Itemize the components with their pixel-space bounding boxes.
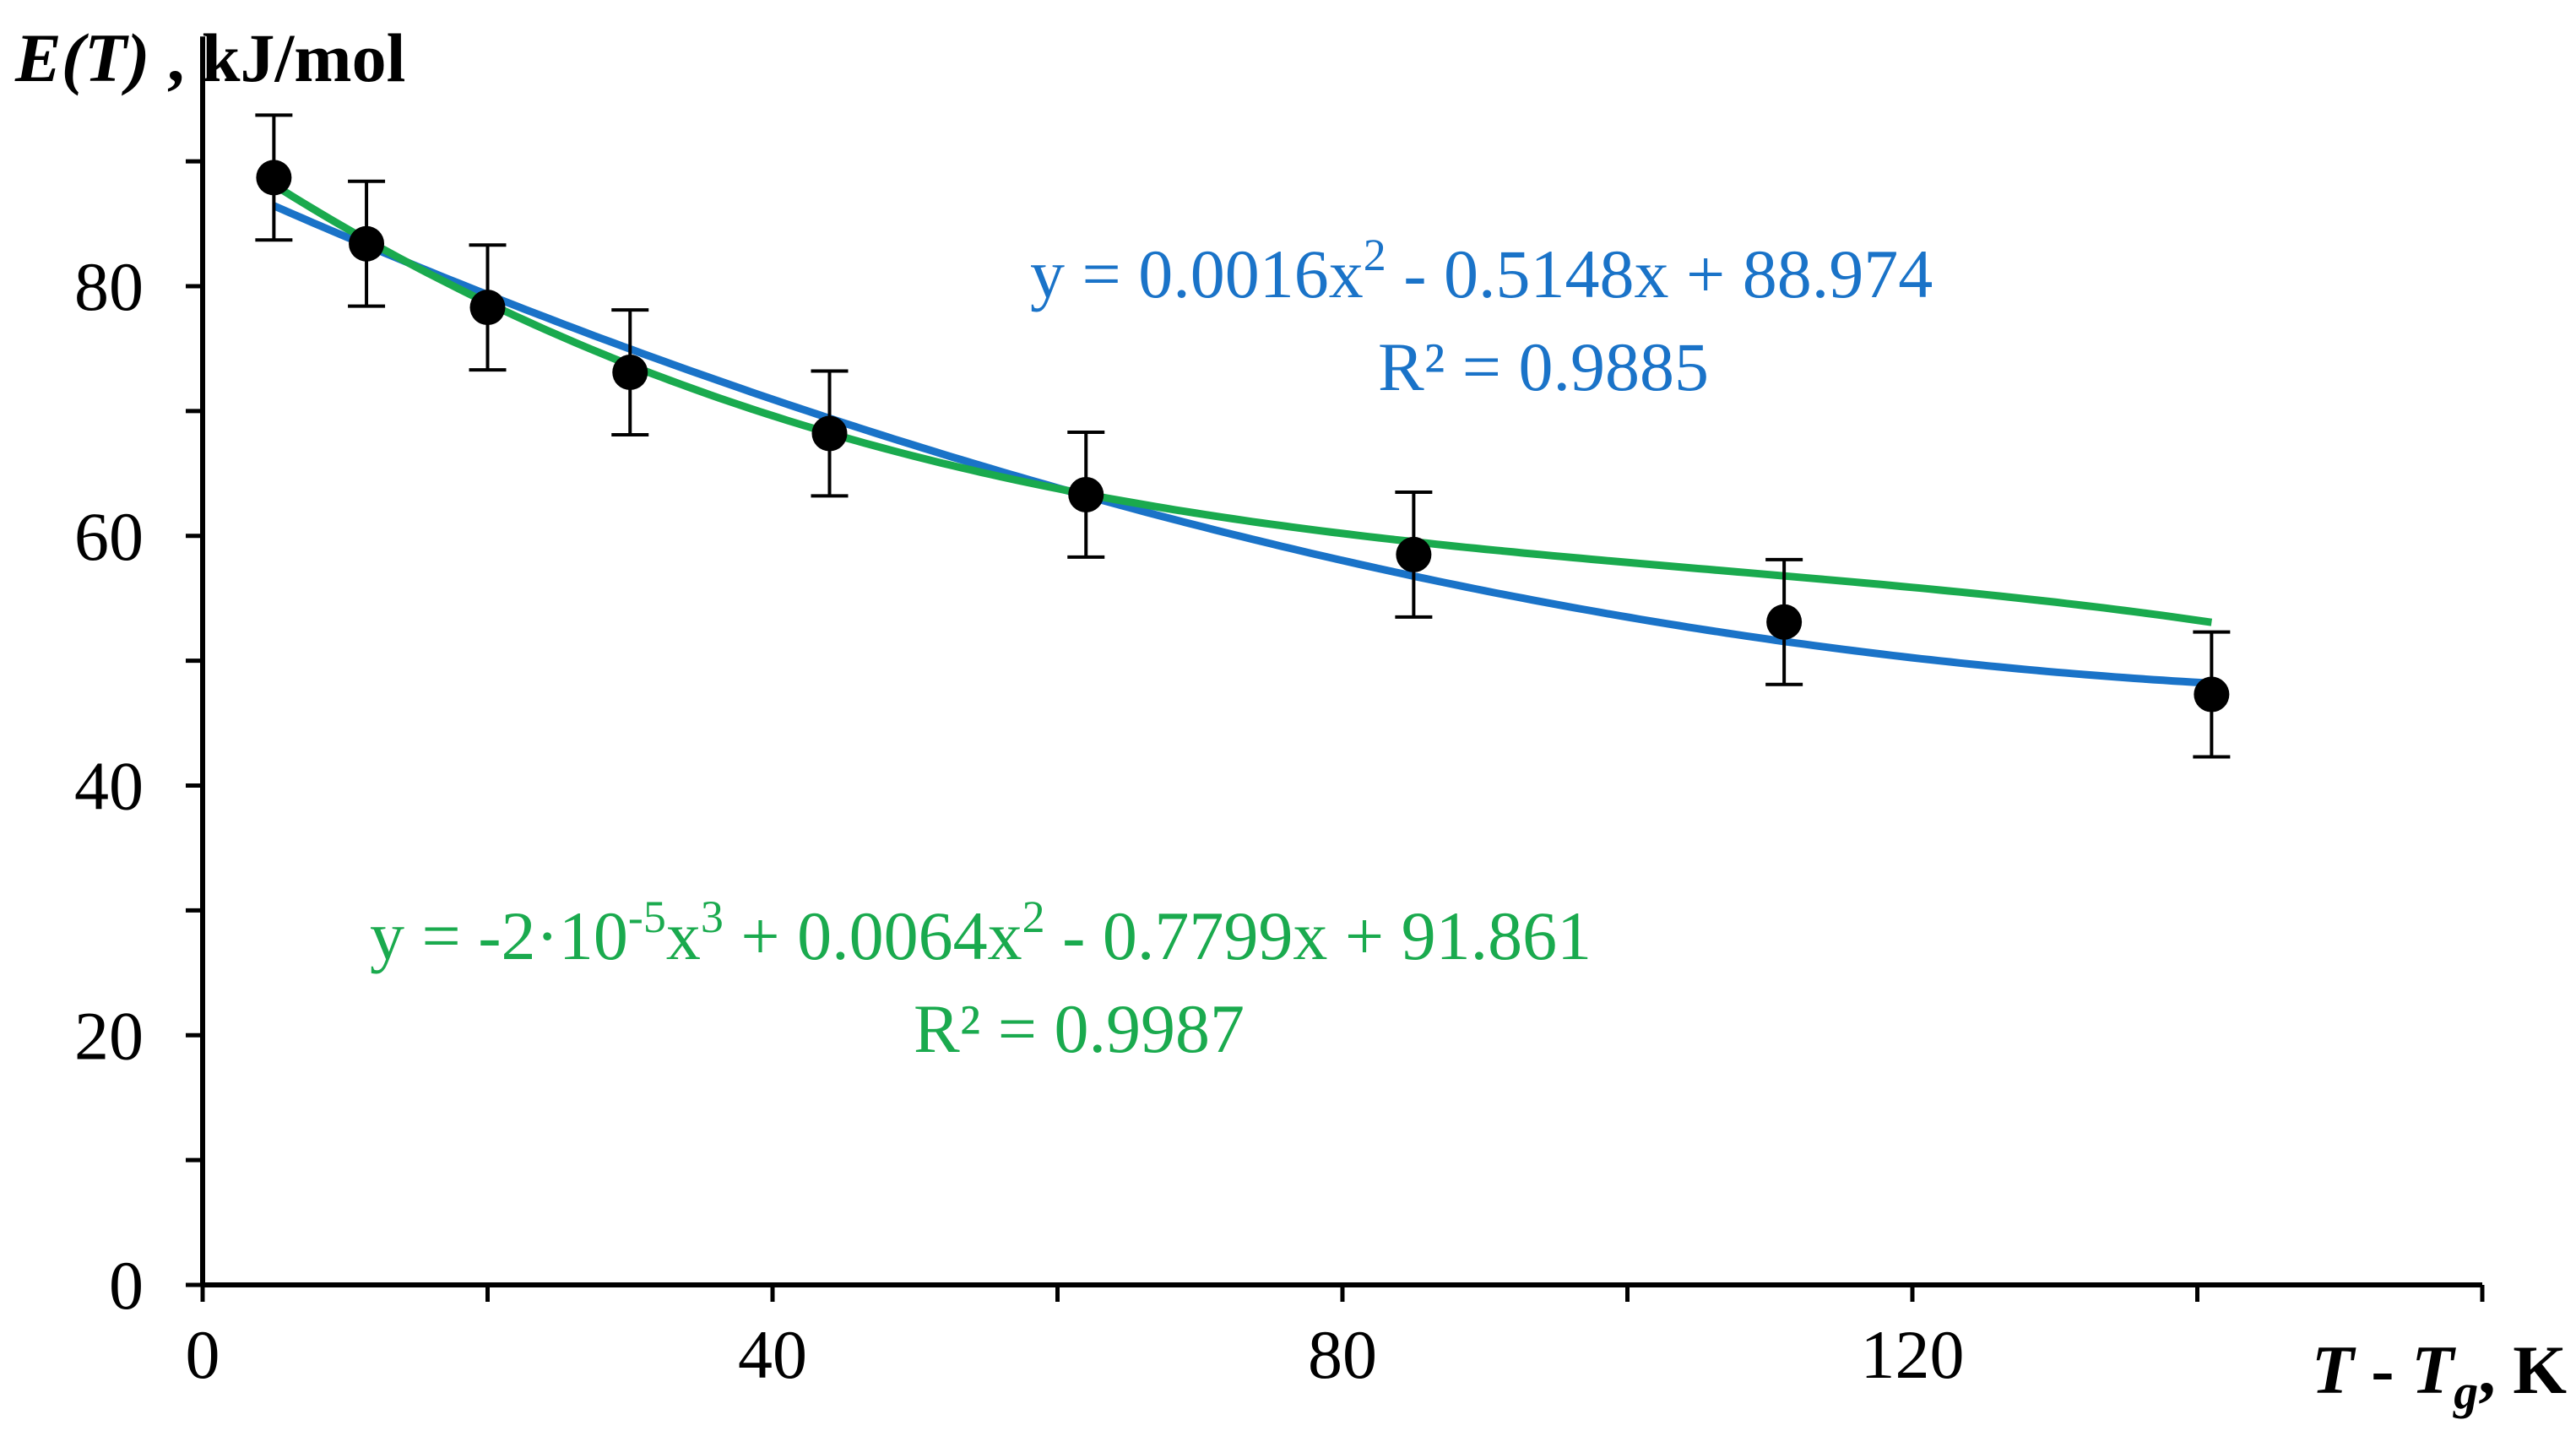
- green-eq-part-b: x: [666, 897, 701, 974]
- ticks: [186, 159, 2485, 1302]
- data-point-group: [1067, 431, 1105, 559]
- green-eq-sup-b: 3: [701, 892, 724, 942]
- data-point: [1766, 604, 1803, 640]
- quadratic-fit-curve: [272, 202, 2212, 687]
- x-tick-label: 80: [1308, 1316, 1377, 1393]
- data-point-group: [811, 369, 849, 498]
- y-tick-label: 60: [74, 498, 144, 575]
- data-point: [349, 225, 385, 262]
- data-point: [612, 355, 648, 391]
- x-axis-title-minus: -: [2354, 1331, 2411, 1408]
- green-fit-equation: y = -2·10-5x3 + 0.0064x2 - 0.7799x + 91.…: [370, 892, 1592, 974]
- blue-eq-sup: 2: [1364, 230, 1386, 280]
- data-point: [2194, 676, 2230, 713]
- blue-fit-r2: R² = 0.9885: [1378, 328, 1709, 405]
- blue-eq-part-b: - 0.5148x + 88.974: [1386, 236, 1933, 312]
- green-eq-part-c: + 0.0064x: [724, 897, 1022, 974]
- y-tick-label: 0: [109, 1247, 144, 1324]
- data-point: [1068, 476, 1104, 512]
- y-tick-label: 80: [74, 248, 144, 325]
- x-axis-title-var2: T: [2411, 1331, 2456, 1408]
- x-axis-title-sub: g: [2452, 1364, 2478, 1419]
- data-point-group: [348, 179, 386, 308]
- data-point: [1396, 536, 1432, 572]
- y-tick-label: 40: [74, 748, 144, 825]
- y-axis-title: E(T) , kJ/mol: [14, 19, 405, 96]
- green-eq-sup-a: -5: [628, 892, 666, 942]
- green-eq-part-d: - 0.7799x + 91.861: [1045, 897, 1592, 974]
- data-point-group: [255, 113, 293, 242]
- x-tick-label: 40: [738, 1316, 807, 1393]
- y-axis-title-var: E(T): [14, 19, 149, 96]
- data-point-group: [1395, 490, 1433, 619]
- y-tick-label: 20: [74, 997, 144, 1074]
- cubic-fit-curve: [272, 182, 2213, 626]
- data-point: [256, 160, 292, 196]
- data-points: [255, 113, 2231, 759]
- green-eq-part-a: y = -2·10: [370, 897, 628, 974]
- x-axis-title-var: T: [2312, 1331, 2356, 1408]
- data-point-group: [611, 308, 649, 436]
- x-axis-title: T - Tg, K: [2312, 1331, 2568, 1419]
- blue-eq-part-a: y = 0.0016x: [1030, 236, 1364, 312]
- y-axis-title-unit: , kJ/mol: [149, 19, 405, 96]
- blue-fit-equation: y = 0.0016x2 - 0.5148x + 88.974: [1030, 230, 1933, 312]
- green-eq-sup-c: 2: [1022, 892, 1045, 942]
- data-point: [469, 290, 506, 326]
- x-axis-title-unit: , K: [2478, 1331, 2567, 1408]
- x-tick-label: 120: [1861, 1316, 1965, 1393]
- axes: [200, 36, 2482, 1287]
- data-point-group: [2193, 630, 2231, 759]
- data-point: [811, 415, 848, 452]
- green-fit-r2: R² = 0.9987: [914, 990, 1245, 1067]
- data-point-group: [469, 243, 507, 372]
- data-point-group: [1765, 557, 1803, 686]
- fit-curves: [272, 182, 2213, 687]
- x-tick-label: 0: [186, 1316, 220, 1393]
- tick-labels: 0 40 80 120 0 20 40 60 80: [74, 248, 1965, 1393]
